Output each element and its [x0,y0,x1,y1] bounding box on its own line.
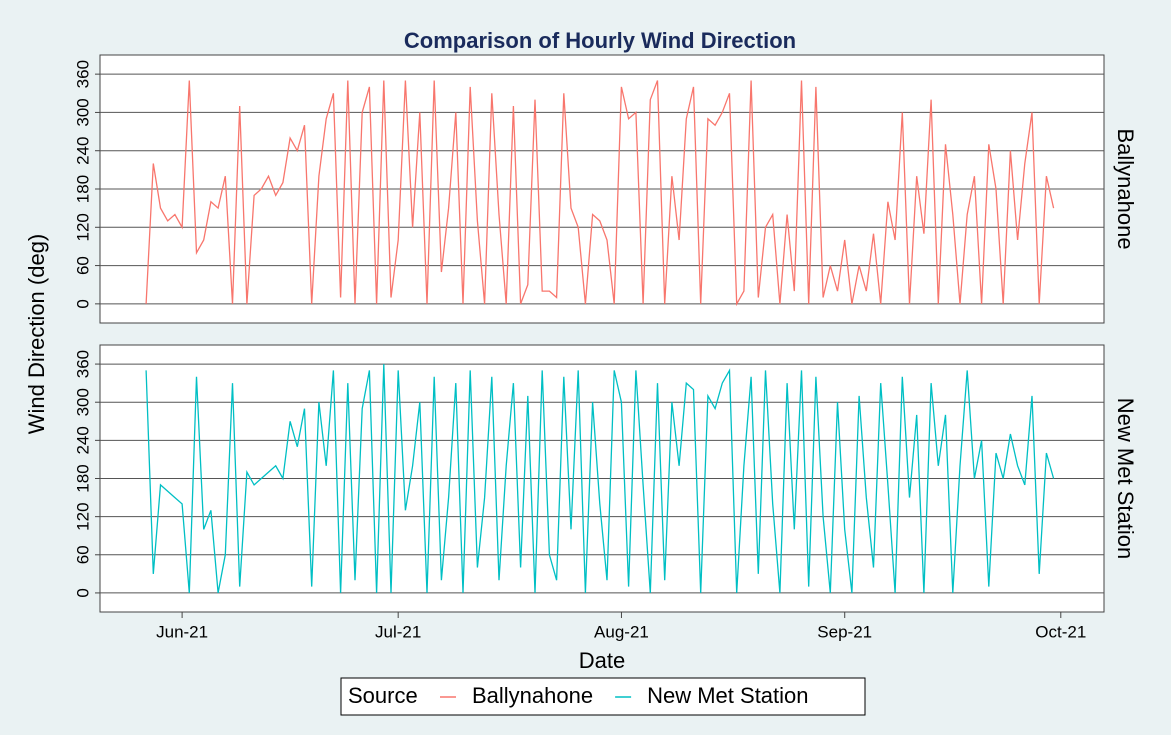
x-tick-label: Aug-21 [594,622,649,641]
y-tick-label: 120 [73,502,92,530]
y-tick-label: 120 [73,213,92,241]
y-tick-label: 0 [73,588,92,597]
y-tick-label: 180 [73,464,92,492]
y-tick-label: 300 [73,98,92,126]
legend-label: Ballynahone [472,683,593,708]
legend: Source Ballynahone New Met Station [340,677,866,716]
y-tick-label: 240 [73,426,92,454]
x-tick-label: Sep-21 [817,622,872,641]
y-tick-label: 0 [73,299,92,308]
y-tick-label: 300 [73,388,92,416]
x-tick-label: Jul-21 [375,622,421,641]
facet-label: Ballynahone [1113,128,1138,249]
y-tick-label: 60 [73,545,92,564]
y-tick-label: 60 [73,256,92,275]
chart-title: Comparison of Hourly Wind Direction [404,28,796,53]
legend-title: Source [348,683,418,708]
x-axis-label: Date [579,648,625,673]
y-tick-label: 360 [73,350,92,378]
y-tick-label: 240 [73,137,92,165]
series-line [145,80,1055,307]
y-tick-label: 360 [73,60,92,88]
legend-box [340,677,866,716]
x-tick-label: Oct-21 [1035,622,1086,641]
x-tick-label: Jun-21 [156,622,208,641]
facet-label: New Met Station [1113,398,1138,559]
y-axis-label: Wind Direction (deg) [24,234,49,435]
series-line [145,364,1055,594]
y-tick-label: 180 [73,175,92,203]
legend-label: New Met Station [647,683,808,708]
